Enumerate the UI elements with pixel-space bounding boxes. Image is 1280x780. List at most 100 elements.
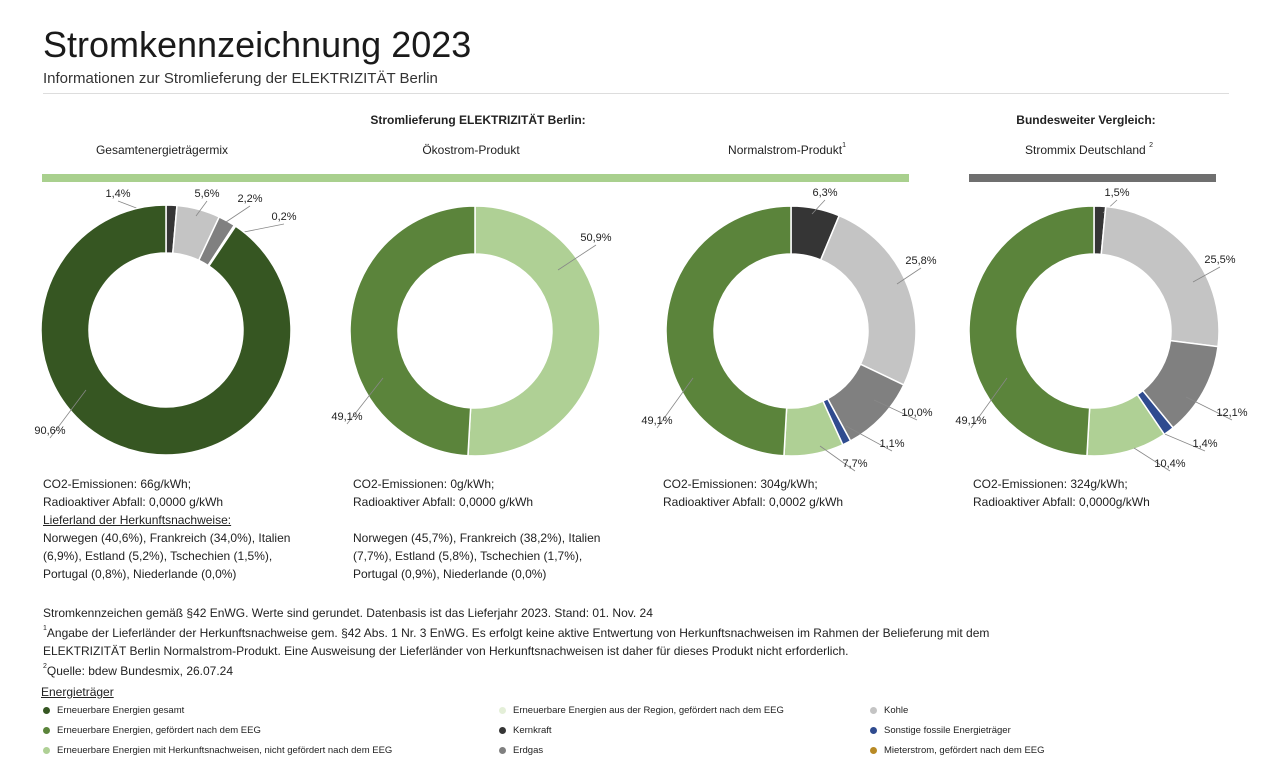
leader-line — [1185, 396, 1233, 421]
legend-label: Erneuerbare Energien mit Herkunftsnachwe… — [57, 745, 393, 756]
donut-slice — [819, 214, 917, 386]
footnote-1: 1Angabe der Lieferländer der Herkunftsna… — [43, 622, 989, 642]
donut-slice — [1100, 205, 1220, 348]
donut-slice — [40, 204, 292, 456]
origin-countries-line: Norwegen (40,6%), Frankreich (34,0%), It… — [43, 531, 291, 545]
leader-line — [1133, 447, 1171, 472]
legend-item: Erneuerbare Energien aus der Region, gef… — [499, 705, 784, 716]
column-header-normalstrom: Normalstrom-Produkt1 — [728, 142, 846, 157]
origin-countries-line: Portugal (0,9%), Niederlande (0,0%) — [353, 567, 547, 581]
radioactive-waste: Radioaktiver Abfall: 0,0002 g/kWh — [663, 495, 844, 509]
footnote-1-continued: ELEKTRIZITÄT Berlin Normalstrom-Produkt.… — [43, 644, 849, 658]
leader-line — [195, 200, 208, 217]
legend-swatch — [870, 747, 877, 754]
footnote-marker: 1 — [842, 142, 846, 149]
leader-line — [811, 199, 826, 215]
origin-countries-heading: Lieferland der Herkunftsnachweise: — [43, 513, 232, 527]
slice-label: 49,1% — [955, 415, 986, 427]
co2-emissions: CO2-Emissionen: 324g/kWh; — [973, 477, 1128, 491]
slice-label: 6,3% — [812, 187, 837, 199]
page-title: Stromkennzeichnung 2023 — [43, 24, 472, 65]
slice-label: 1,5% — [1104, 187, 1129, 199]
donut-charts: 1,4% 5,6% 2,2% 0,2% 90,6% 50,9% 49,1% 6,3% 25,8%… — [34, 187, 1248, 472]
column-header-label: Normalstrom-Produkt — [728, 143, 843, 157]
legend-swatch — [499, 747, 506, 754]
slice-label: 2,2% — [237, 193, 262, 205]
radioactive-waste: Radioaktiver Abfall: 0,0000g/kWh — [973, 495, 1150, 509]
legend-label: Mieterstrom, gefördert nach dem EEG — [884, 745, 1045, 756]
slice-label: 25,8% — [905, 255, 936, 267]
legend-label: Kernkraft — [513, 725, 552, 736]
footnote-2: 2Quelle: bdew Bundesmix, 26.07.24 — [43, 660, 989, 680]
legend-label: Erdgas — [513, 745, 544, 756]
column-header-label: Strommix Deutschland — [1025, 143, 1150, 157]
leader-line — [1192, 266, 1221, 283]
leader-line — [49, 389, 87, 439]
footnote-marker: 2 — [43, 663, 47, 670]
slice-label: 0,2% — [271, 211, 296, 223]
legend-item: Erneuerbare Energien mit Herkunftsnachwe… — [43, 745, 392, 756]
slice-label: 49,1% — [641, 415, 672, 427]
slice-label: 10,4% — [1154, 458, 1185, 470]
supply-color-band — [42, 174, 909, 182]
legend-item: Sonstige fossile Energieträger — [870, 725, 1011, 736]
slice-label: 1,1% — [879, 438, 904, 450]
legend-label: Erneuerbare Energien aus der Region, gef… — [513, 705, 784, 716]
footnote-marker: 2 — [1149, 142, 1153, 149]
compare-group-header: Bundesweiter Vergleich: — [1016, 113, 1156, 127]
leader-line — [873, 399, 918, 421]
column-header-deutschland: Strommix Deutschland 2 — [1025, 142, 1153, 157]
title-divider — [43, 93, 1229, 94]
page-subtitle: Informationen zur Stromlieferung der ELE… — [43, 70, 438, 87]
footnote-2-text: Quelle: bdew Bundesmix, 26.07.24 — [46, 664, 234, 678]
legend-swatch — [870, 707, 877, 714]
origin-countries-line: Portugal (0,8%), Niederlande (0,0%) — [43, 567, 237, 581]
slice-label: 1,4% — [1192, 438, 1217, 450]
leader-line — [656, 377, 694, 429]
origin-countries-line: (7,7%), Estland (5,8%), Tschechien (1,7%… — [353, 549, 583, 563]
slice-label: 90,6% — [34, 425, 65, 437]
radioactive-waste: Radioaktiver Abfall: 0,0000 g/kWh — [353, 495, 534, 509]
co2-emissions: CO2-Emissionen: 304g/kWh; — [663, 477, 818, 491]
column-header-gesamt: Gesamtenergieträgermix — [96, 143, 228, 157]
slice-label: 1,4% — [105, 188, 130, 200]
origin-countries-line: Norwegen (45,7%), Frankreich (38,2%), It… — [353, 531, 601, 545]
legend-swatch — [870, 727, 877, 734]
legend-item: Kernkraft — [499, 725, 552, 736]
compare-color-band — [969, 174, 1216, 182]
co2-emissions: CO2-Emissionen: 0g/kWh; — [353, 477, 495, 491]
leader-line — [970, 377, 1008, 429]
info-block-oekostrom: CO2-Emissionen: 0g/kWh; Radioaktiver Abf… — [353, 475, 600, 583]
legend-swatch — [499, 727, 506, 734]
info-block-deutschland: CO2-Emissionen: 324g/kWh; Radioaktiver A… — [973, 475, 1150, 511]
slice-label: 50,9% — [580, 232, 611, 244]
donut-slice — [665, 205, 792, 457]
data-basis-note: Stromkennzeichen gemäß §42 EnWG. Werte s… — [43, 606, 653, 620]
legend-item: Erneuerbare Energien, gefördert nach dem… — [43, 725, 261, 736]
footnote-1-text: Angabe der Lieferländer der Herkunftsnac… — [46, 626, 990, 640]
donut-slice — [349, 205, 476, 457]
info-block-normalstrom: CO2-Emissionen: 304g/kWh; Radioaktiver A… — [663, 475, 843, 511]
column-header-oekostrom: Ökostrom-Produkt — [422, 143, 519, 157]
legend-swatch — [43, 707, 50, 714]
legend-item: Erdgas — [499, 745, 543, 756]
supply-group-header: Stromlieferung ELEKTRIZITÄT Berlin: — [370, 113, 586, 127]
slice-label: 12,1% — [1216, 407, 1247, 419]
info-block-gesamt: CO2-Emissionen: 66g/kWh; Radioaktiver Ab… — [43, 475, 290, 583]
leader-line — [896, 267, 922, 285]
legend-label: Kohle — [884, 705, 909, 716]
donut-slice — [467, 205, 601, 457]
slice-label: 7,7% — [842, 458, 867, 470]
leader-line — [557, 244, 597, 271]
leader-line — [1159, 431, 1206, 452]
leader-line — [225, 205, 251, 223]
origin-countries-line: (6,9%), Estland (5,2%), Tschechien (1,5%… — [43, 549, 273, 563]
legend-title: Energieträger — [41, 685, 114, 699]
legend-item: Erneuerbare Energien gesamt — [43, 705, 184, 716]
slice-label: 5,6% — [194, 188, 219, 200]
slice-label: 49,1% — [331, 411, 362, 423]
legend-label: Erneuerbare Energien, gefördert nach dem… — [57, 725, 261, 736]
leader-line — [819, 445, 856, 472]
leader-line — [845, 425, 893, 452]
column-header-label: Ökostrom-Produkt — [422, 143, 520, 157]
